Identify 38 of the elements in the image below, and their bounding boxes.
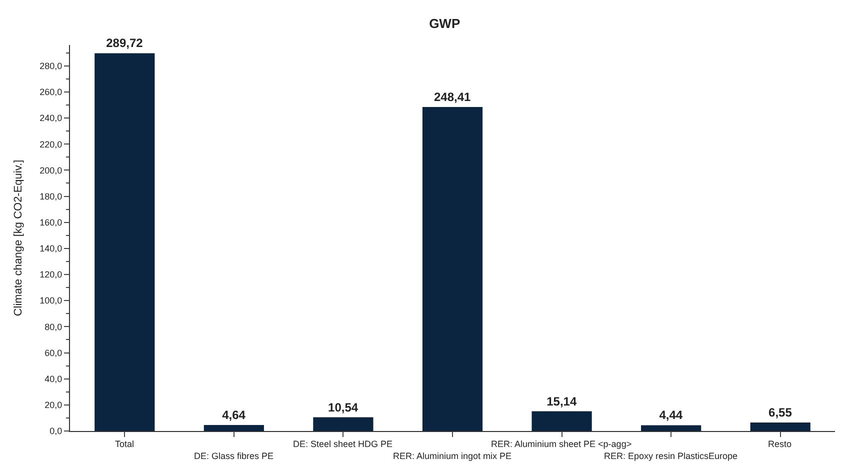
x-tick-label: DE: Steel sheet HDG PE	[293, 439, 393, 449]
bar	[94, 53, 155, 431]
data-label: 289,72	[106, 36, 144, 50]
y-tick-label: 180,0	[40, 191, 62, 202]
y-tick-label: 0,0	[50, 426, 62, 436]
y-tick-label: 200,0	[40, 165, 62, 176]
y-tick-label: 20,0	[44, 400, 62, 410]
data-label: 10,54	[328, 400, 358, 414]
data-label: 248,41	[434, 90, 472, 104]
y-tick-label: 240,0	[40, 113, 62, 124]
x-tick-label: RER: Epoxy resin PlasticsEurope	[604, 451, 738, 461]
x-tick-label: Resto	[768, 439, 792, 449]
y-tick-label: 220,0	[40, 139, 62, 150]
y-tick-label: 160,0	[40, 218, 62, 228]
bar	[750, 422, 810, 431]
bar	[641, 425, 702, 431]
x-tick-label: RER: Aluminium sheet PE <p-agg>	[491, 439, 632, 449]
y-tick-label: 120,0	[40, 270, 62, 280]
bar	[532, 411, 592, 431]
y-tick-label: 280,0	[40, 61, 62, 72]
x-tick-label: DE: Glass fibres PE	[194, 451, 274, 461]
data-label: 4,44	[659, 408, 683, 422]
x-tick-label: RER: Aluminium ingot mix PE	[393, 451, 512, 461]
y-tick-label: 80,0	[44, 322, 62, 332]
data-label: 15,14	[546, 394, 577, 408]
bar	[313, 417, 374, 431]
y-axis-title: Climate change [kg CO2-Equiv.]	[12, 160, 24, 316]
y-tick-label: 100,0	[40, 296, 62, 306]
y-tick-label: 140,0	[40, 244, 62, 254]
y-tick-label: 260,0	[40, 87, 62, 98]
x-tick-label: Total	[115, 439, 134, 449]
y-tick-label: 40,0	[44, 374, 62, 384]
chart-title: GWP	[429, 16, 460, 32]
y-tick-label: 60,0	[44, 348, 62, 358]
bar	[422, 107, 483, 431]
bar	[204, 424, 264, 431]
data-label: 6,55	[768, 405, 792, 420]
data-label: 4,64	[222, 408, 246, 422]
